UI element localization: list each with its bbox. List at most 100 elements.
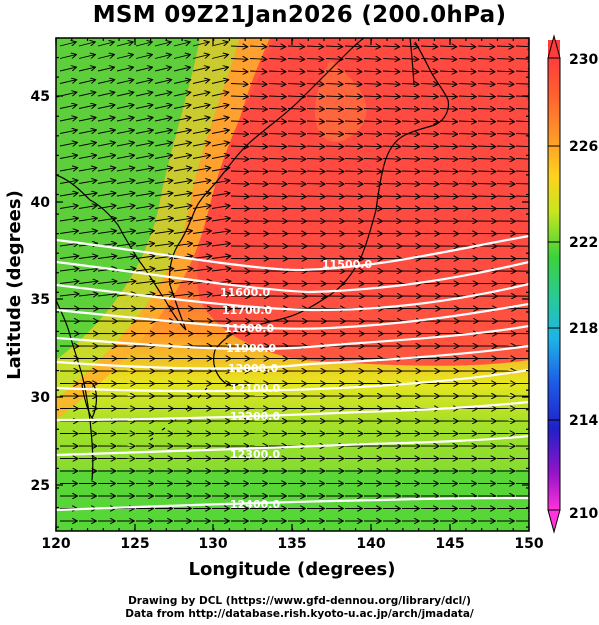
wind-vector — [287, 171, 306, 172]
wind-vector — [211, 155, 229, 158]
wind-vector — [211, 294, 231, 296]
wind-vector — [420, 184, 439, 185]
wind-vector — [154, 42, 171, 47]
wind-vector — [192, 206, 211, 209]
wind-vector — [363, 46, 380, 47]
wind-vector — [78, 67, 95, 72]
wind-vector — [135, 231, 154, 234]
wind-vector — [401, 146, 419, 147]
wind-vector — [154, 269, 174, 271]
wind-vector — [154, 281, 174, 283]
y-tick-label: 45 — [31, 89, 50, 105]
wind-vector — [496, 159, 515, 160]
wind-vector — [78, 206, 97, 209]
height-contours — [56, 234, 529, 512]
wind-vector — [211, 168, 229, 171]
wind-vector — [173, 155, 191, 158]
wind-vector — [420, 46, 437, 47]
wind-vector — [116, 118, 134, 122]
wind-vector — [135, 168, 153, 171]
wind-vector — [458, 171, 477, 172]
wind-vector — [230, 121, 248, 122]
wind-vector — [78, 231, 97, 234]
wind-vector — [78, 55, 95, 59]
wind-vector — [116, 67, 133, 72]
wind-vector — [173, 180, 192, 183]
wind-vector — [135, 42, 152, 47]
wind-vector — [401, 159, 420, 160]
wind-vector — [249, 46, 266, 47]
wind-vector — [154, 67, 171, 72]
wind-vector — [135, 105, 153, 109]
wind-vector — [97, 92, 114, 97]
wind-vector — [192, 118, 210, 122]
wind-vector — [268, 109, 286, 110]
wind-vector — [363, 109, 381, 110]
x-tick-label: 135 — [277, 536, 306, 552]
wind-vector — [439, 134, 457, 135]
wind-vector — [59, 243, 78, 246]
wind-vector — [78, 256, 97, 259]
wind-vector — [116, 206, 135, 209]
wind-vector — [249, 134, 267, 135]
wind-vector — [78, 294, 98, 296]
wind-vector — [59, 256, 78, 259]
wind-vector — [116, 180, 135, 183]
wind-vector — [230, 196, 249, 197]
wind-vector — [287, 71, 305, 72]
wind-vector — [458, 84, 476, 85]
wind-vector — [116, 42, 133, 47]
wind-vector — [325, 196, 344, 197]
wind-vector — [249, 121, 267, 122]
wind-vector — [496, 134, 514, 135]
wind-vector — [325, 146, 343, 147]
x-tick-label: 150 — [514, 536, 543, 552]
wind-vector — [154, 180, 173, 183]
wind-vector — [477, 159, 496, 160]
wind-vector — [192, 256, 211, 259]
wind-vector — [325, 159, 344, 160]
wind-vector — [78, 281, 98, 283]
wind-vector — [496, 46, 513, 47]
plot-area: 11500.0 11600.0 11700.0 11800.0 11900.0 … — [56, 38, 529, 531]
wind-vector — [192, 130, 210, 133]
wind-vector — [116, 231, 135, 234]
wind-vector — [439, 171, 458, 172]
wind-vector — [97, 218, 116, 221]
wind-vector — [515, 184, 529, 185]
wind-vector — [515, 159, 529, 160]
wind-vector — [344, 109, 362, 110]
wind-vector — [59, 92, 76, 97]
wind-vector — [154, 118, 172, 122]
wind-vector — [97, 294, 117, 296]
wind-vector — [515, 71, 529, 72]
wind-vector — [116, 243, 135, 246]
wind-vector — [78, 118, 96, 122]
wind-vector — [382, 184, 401, 185]
wind-vector — [154, 193, 173, 196]
wind-vector — [268, 71, 286, 72]
wind-vector — [306, 96, 324, 97]
wind-vector — [496, 146, 514, 147]
wind-vector — [363, 71, 381, 72]
wind-vector — [230, 146, 248, 147]
wind-vector — [135, 180, 154, 183]
wind-vector — [192, 218, 211, 221]
wind-vector — [477, 96, 495, 97]
y-tick-label: 25 — [31, 478, 50, 494]
wind-vector — [382, 71, 400, 72]
wind-vector — [420, 59, 437, 60]
wind-vector — [173, 243, 192, 246]
wind-vector — [59, 206, 78, 209]
wind-vector — [401, 109, 419, 110]
wind-vector — [287, 46, 304, 47]
wind-vector — [135, 269, 155, 271]
wind-vector — [211, 218, 230, 221]
wind-vector — [230, 184, 249, 185]
colorbar-tick-label: 218 — [569, 321, 598, 337]
wind-vector — [173, 269, 193, 271]
wind-vector — [211, 55, 228, 59]
wind-vector — [154, 294, 174, 296]
wind-vector — [382, 196, 401, 197]
wind-vector — [306, 71, 324, 72]
